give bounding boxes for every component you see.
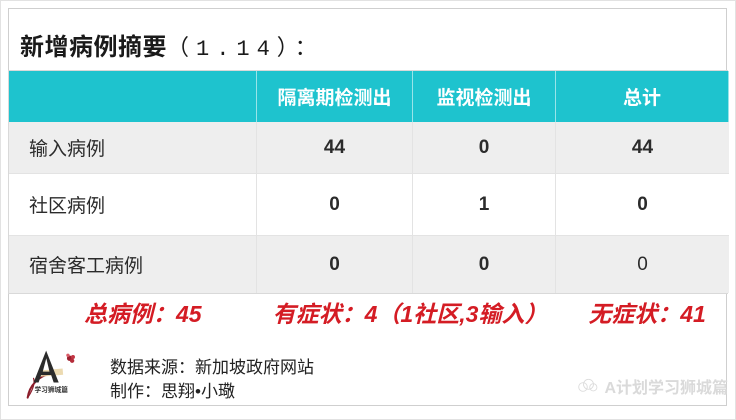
svg-text:学习狮城篇: 学习狮城篇 — [34, 384, 68, 394]
